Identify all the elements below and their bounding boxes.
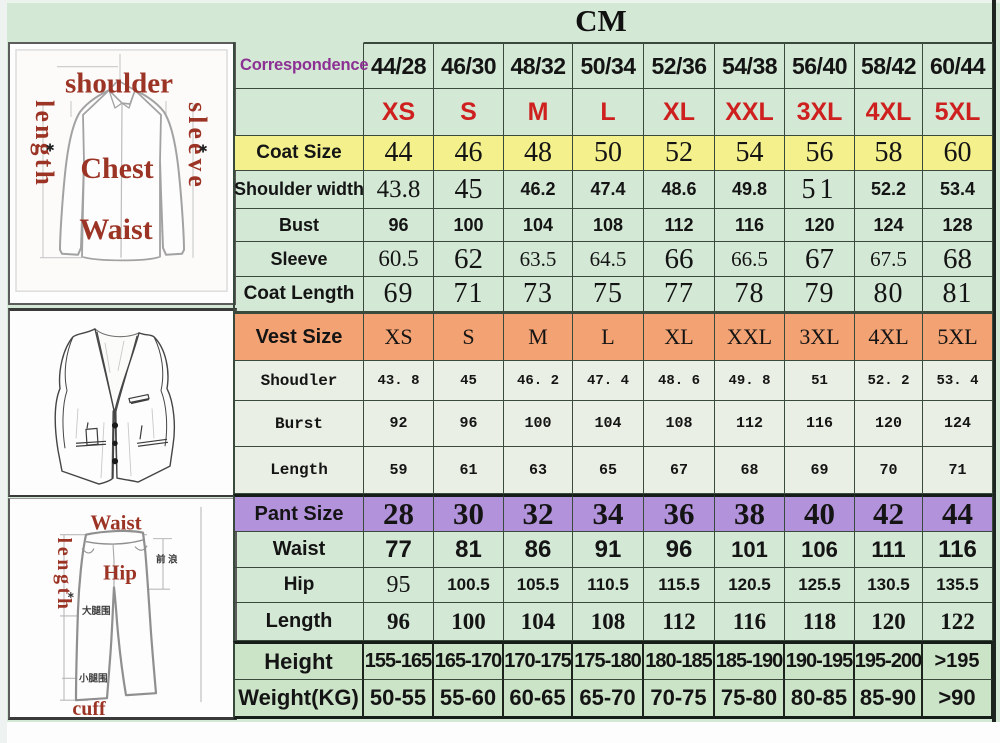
svg-text:大腿围: 大腿围 bbox=[82, 605, 110, 617]
svg-text:Chest: Chest bbox=[80, 152, 153, 185]
svg-text:前 浪: 前 浪 bbox=[156, 553, 178, 565]
svg-text:Waist: Waist bbox=[79, 213, 152, 246]
svg-text:✱: ✱ bbox=[45, 142, 54, 154]
svg-text:shoulder: shoulder bbox=[65, 67, 173, 99]
svg-text:✱: ✱ bbox=[198, 143, 207, 155]
svg-text:∗: ∗ bbox=[67, 590, 75, 600]
svg-text:Hip: Hip bbox=[103, 560, 137, 584]
svg-text:小腿围: 小腿围 bbox=[78, 672, 107, 684]
svg-text:cuff: cuff bbox=[72, 698, 106, 717]
svg-text:length: length bbox=[30, 100, 59, 185]
svg-text:Waist: Waist bbox=[90, 511, 141, 535]
svg-text:length: length bbox=[53, 538, 75, 609]
